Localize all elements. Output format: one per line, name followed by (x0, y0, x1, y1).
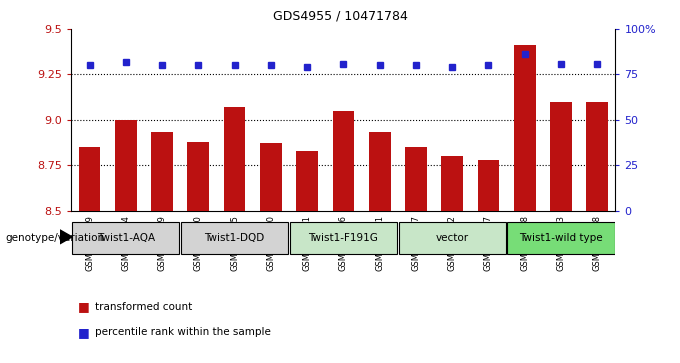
FancyBboxPatch shape (72, 222, 180, 254)
Text: ■: ■ (78, 300, 90, 313)
Text: vector: vector (436, 233, 469, 243)
Text: percentile rank within the sample: percentile rank within the sample (95, 327, 271, 337)
Text: genotype/variation: genotype/variation (5, 233, 105, 243)
Text: GDS4955 / 10471784: GDS4955 / 10471784 (273, 9, 407, 22)
Bar (296, 151, 318, 211)
Text: transformed count: transformed count (95, 302, 192, 312)
Bar (369, 132, 390, 211)
FancyBboxPatch shape (398, 222, 506, 254)
Bar (151, 132, 173, 211)
Text: Twist1-wild type: Twist1-wild type (520, 233, 602, 243)
Bar (477, 160, 499, 211)
Bar (405, 147, 427, 211)
Bar (188, 142, 209, 211)
Text: Twist1-DQD: Twist1-DQD (205, 233, 265, 243)
Bar (79, 147, 101, 211)
Text: Twist1-F191G: Twist1-F191G (309, 233, 378, 243)
Polygon shape (60, 230, 72, 244)
Bar (333, 111, 354, 211)
FancyBboxPatch shape (507, 222, 615, 254)
FancyBboxPatch shape (181, 222, 288, 254)
Bar (550, 102, 572, 211)
Bar (260, 143, 282, 211)
Bar (441, 156, 463, 211)
Bar (224, 107, 245, 211)
Bar (514, 45, 536, 211)
Text: ■: ■ (78, 326, 90, 339)
FancyBboxPatch shape (290, 222, 397, 254)
Bar (115, 120, 137, 211)
Text: Twist1-AQA: Twist1-AQA (97, 233, 155, 243)
Bar (586, 102, 608, 211)
